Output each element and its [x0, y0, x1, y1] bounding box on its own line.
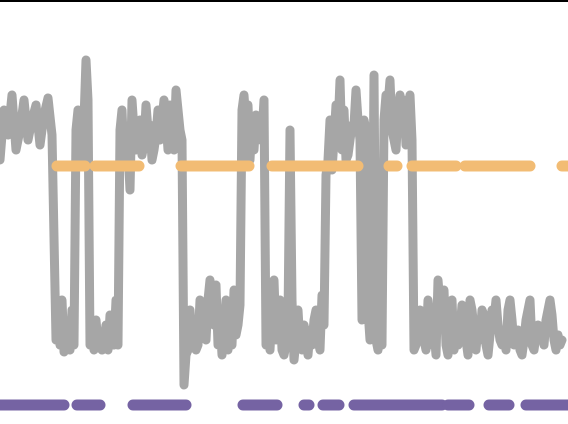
signal-traces	[0, 55, 567, 390]
signal-line	[0, 55, 567, 390]
